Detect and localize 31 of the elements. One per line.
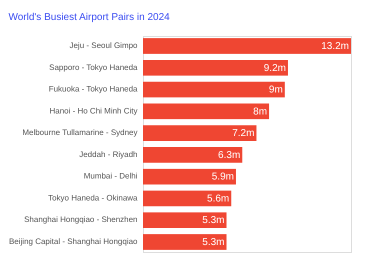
y-tick-label: Shanghai Hongqiao - Shenzhen: [24, 215, 138, 224]
bar: [143, 38, 351, 54]
data-label: 9.2m: [264, 62, 286, 74]
data-label: 7.2m: [232, 128, 254, 140]
bar: [143, 82, 285, 98]
y-tick-label: Mumbai - Delhi: [84, 172, 138, 181]
data-label: 5.9m: [212, 172, 234, 183]
bar: [143, 190, 232, 206]
data-label: 5.3m: [202, 236, 225, 248]
data-label: 6.3m: [218, 150, 240, 161]
y-tick-label: Jeddah - Riyadh: [79, 150, 138, 159]
y-tick-label: Sapporo - Tokyo Haneda: [49, 62, 138, 72]
bar: [143, 168, 236, 184]
bar: [143, 60, 288, 76]
data-label: 5.6m: [207, 193, 230, 204]
bar: [143, 212, 227, 228]
data-label: 5.3m: [202, 215, 225, 226]
y-tick-label: Beijing Capital - Shanghai Hongqiao: [8, 236, 138, 246]
data-label: 9m: [268, 84, 283, 96]
bar: [143, 234, 227, 250]
y-tick-label: Jeju - Seoul Gimpo: [69, 41, 138, 50]
bar: [143, 125, 256, 141]
data-label: 8m: [253, 106, 268, 118]
data-label: 13.2m: [321, 41, 349, 52]
y-tick-label: Fukuoka - Tokyo Haneda: [48, 84, 138, 94]
y-tick-label: Melbourne Tullamarine - Sydney: [22, 128, 138, 138]
chart-title: World's Busiest Airport Pairs in 2024: [8, 12, 170, 23]
y-tick-label: Hanoi - Ho Chi Minh City: [49, 106, 138, 116]
bar: [143, 147, 242, 163]
y-tick-label: Tokyo Haneda - Okinawa: [48, 193, 138, 202]
bar: [143, 104, 270, 120]
